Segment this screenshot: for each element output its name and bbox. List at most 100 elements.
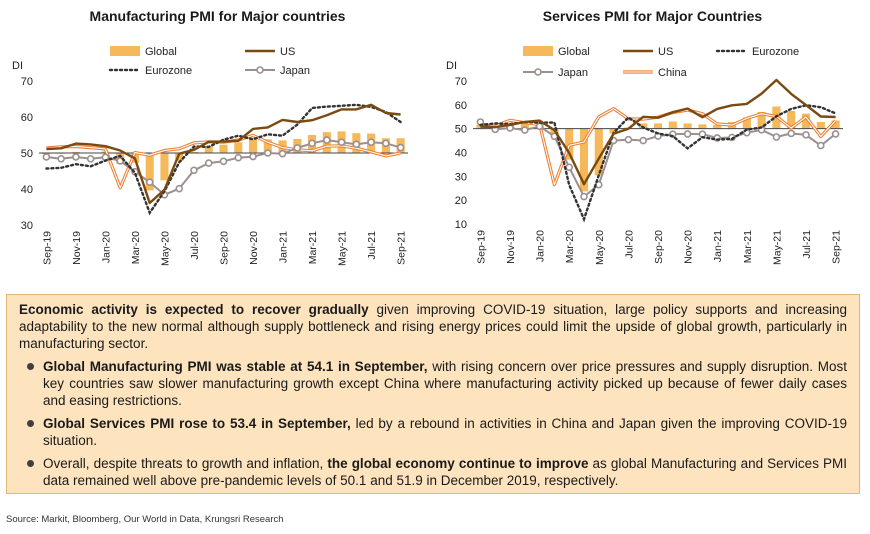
line-eurozone <box>479 104 837 223</box>
bar-global <box>742 117 751 129</box>
x-tick-label: Sep-19 <box>41 231 53 265</box>
y-tick-label: 30 <box>455 171 467 183</box>
point-japan <box>521 126 529 134</box>
x-tick-label: Jul-20 <box>189 231 201 260</box>
bullet-icon <box>27 460 34 467</box>
bar-global <box>248 139 258 153</box>
y-tick-label: 50 <box>21 148 33 160</box>
bullet-manufacturing: Global Manufacturing PMI was stable at 5… <box>19 358 847 409</box>
bar-global <box>219 144 228 153</box>
x-tick-label: Jan-21 <box>712 230 724 262</box>
intro-text: given improving COVID-19 situation, larg… <box>19 302 847 351</box>
y-tick-label: 10 <box>455 219 467 231</box>
y-tick-label: 60 <box>21 112 33 124</box>
y-tick-label: 70 <box>21 76 33 88</box>
point-japan <box>639 136 647 145</box>
point-japan <box>337 138 346 146</box>
line-us <box>46 103 401 205</box>
bar-global <box>683 123 692 129</box>
point-japan <box>772 133 781 141</box>
y-tick-label: 60 <box>455 100 467 112</box>
point-japan <box>624 135 633 144</box>
legend-label: US <box>280 46 295 58</box>
source-note: Source: Markit, Bloomberg, Our World in … <box>6 514 284 525</box>
commentary-box: Economic activity is expected to recover… <box>6 294 860 494</box>
bar-global <box>713 124 722 129</box>
y-tick-label: 20 <box>455 195 467 207</box>
bar-global <box>579 128 589 192</box>
point-japan <box>683 130 692 138</box>
x-tick-label: Jul-21 <box>801 230 813 259</box>
x-tick-label: Sep-20 <box>219 231 231 265</box>
bullet-bold: Global Manufacturing PMI was stable at 5… <box>43 359 428 374</box>
intro-paragraph: Economic activity is expected to recover… <box>19 301 847 352</box>
bar-global <box>145 153 154 191</box>
line-us <box>480 78 836 186</box>
point-japan <box>278 149 287 158</box>
bullet-overall: Overall, despite threats to growth and i… <box>19 455 847 489</box>
legend-item-global: Global <box>110 46 177 58</box>
legend-label: Japan <box>280 65 310 77</box>
point-japan <box>580 192 588 201</box>
y-tick-label: 40 <box>21 184 33 196</box>
legend-item-global: Global <box>523 46 590 58</box>
manufacturing-pmi-plot: DI 30 40 50 60 70 Sep-19 Nov-19 Jan-20 Mar-20 May-… <box>12 46 408 266</box>
intro-bold: Economic activity is expected to recover… <box>19 302 369 317</box>
point-japan <box>535 122 544 131</box>
bullet-text: as global Manufacturing and Services PMI… <box>43 456 848 488</box>
point-japan <box>802 131 810 139</box>
legend-item-us: US <box>623 46 673 58</box>
x-tick-label: Jan-20 <box>535 230 547 262</box>
x-tick-label: May-20 <box>594 230 606 265</box>
x-tick-label: Jan-20 <box>100 231 112 263</box>
legend-label: Eurozone <box>145 65 192 77</box>
bullet-text: led by a rebound in activities in China … <box>43 416 847 448</box>
point-japan <box>72 153 80 161</box>
chart-title: Services PMI for Major Countries <box>542 8 763 24</box>
x-tick-label: Mar-21 <box>742 230 754 263</box>
x-tick-label: May-21 <box>771 230 783 265</box>
y-tick-label: 40 <box>455 148 467 160</box>
point-japan <box>57 154 65 163</box>
bullet-icon <box>27 363 34 370</box>
x-tick-label: Sep-20 <box>653 230 665 264</box>
point-japan <box>175 184 184 193</box>
x-tick-label: Nov-19 <box>71 231 83 265</box>
point-japan <box>42 153 51 161</box>
x-tick-label: Sep-19 <box>475 230 487 264</box>
legend-marker <box>256 66 264 74</box>
chart-title: Manufacturing PMI for Major countries <box>89 8 346 24</box>
legend-label: Eurozone <box>752 46 799 58</box>
bar-global <box>234 142 243 153</box>
bullet-icon <box>27 420 34 427</box>
manufacturing-pmi-chart: Manufacturing PMI for Major countries DI… <box>0 0 435 290</box>
bar-global <box>831 120 840 129</box>
point-japan <box>396 143 405 152</box>
legend-item-eurozone: Eurozone <box>715 46 799 58</box>
legend-item-eurozone: Eurozone <box>108 65 192 77</box>
y-tick-label: 70 <box>455 76 467 88</box>
services-pmi-chart: Services PMI for Major Countries DI 10 20 3… <box>435 0 870 290</box>
legend-label: China <box>658 67 688 79</box>
point-japan <box>190 166 198 175</box>
point-japan <box>367 138 375 146</box>
bar-global <box>639 123 648 129</box>
legend-label: US <box>658 46 673 58</box>
x-tick-label: Nov-20 <box>248 231 260 265</box>
x-tick-label: Mar-21 <box>307 231 319 264</box>
point-japan <box>263 149 272 157</box>
point-japan <box>204 159 213 167</box>
bar-global <box>816 121 825 129</box>
point-japan <box>234 153 243 162</box>
point-japan <box>352 140 361 149</box>
x-tick-label: Mar-20 <box>564 230 576 263</box>
bar-global <box>520 122 529 129</box>
x-tick-label: Sep-21 <box>831 230 843 264</box>
bar-global <box>71 151 80 153</box>
x-tick-label: Jul-21 <box>366 231 378 260</box>
bullet-text: with rising concern over price pressures… <box>43 359 847 408</box>
point-japan <box>249 152 257 161</box>
legend-marker <box>534 68 542 76</box>
y-tick-label: 30 <box>21 220 33 232</box>
point-japan <box>382 139 390 148</box>
